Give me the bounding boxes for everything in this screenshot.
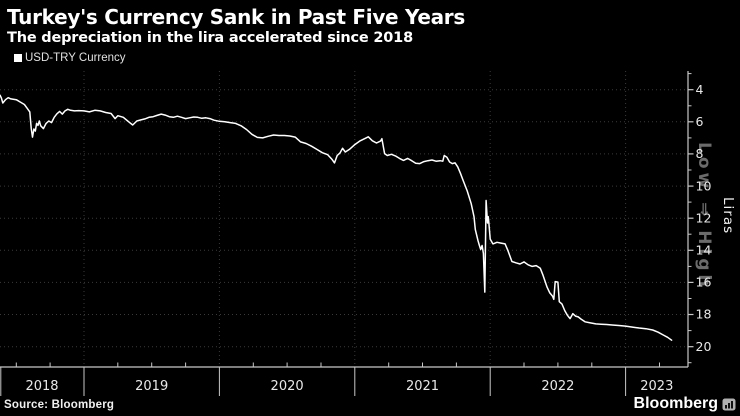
source-note: Source: Bloomberg: [4, 399, 115, 411]
legend-swatch-icon: [14, 54, 22, 62]
usd-try-line: [0, 94, 673, 341]
x-year-label: 2023: [640, 379, 673, 394]
y-tick-label: 12: [696, 210, 712, 225]
x-year-label: 2018: [25, 379, 58, 394]
legend: USD-TRY Currency: [14, 52, 126, 64]
y-tick-label: 4: [696, 82, 704, 97]
chart-subtitle: The depreciation in the lira accelerated…: [7, 30, 413, 46]
y-tick-label: 20: [696, 339, 712, 354]
bloomberg-logo-text: Bloomberg: [633, 395, 718, 412]
legend-label: USD-TRY Currency: [25, 52, 126, 64]
y-tick-label: 10: [696, 178, 712, 193]
y-axis-unit-label: Liras: [720, 197, 736, 235]
x-year-label: 2019: [135, 379, 168, 394]
y-tick-label: 18: [696, 307, 712, 322]
chart-title: Turkey's Currency Sank in Past Five Year…: [7, 5, 465, 29]
y-tick-label: 8: [696, 146, 704, 161]
y-tick-label: 6: [696, 114, 704, 129]
y-tick-label: 14: [696, 243, 712, 258]
x-year-label: 2020: [271, 379, 304, 394]
bloomberg-brand: Bloomberg: [634, 395, 736, 413]
y-tick-label: 16: [696, 275, 712, 290]
x-year-label: 2022: [541, 379, 574, 394]
x-year-label: 2021: [406, 379, 439, 394]
axis-direction-watermark: Low ⇒ High: [694, 142, 714, 291]
bar-chart-icon: [722, 398, 736, 410]
